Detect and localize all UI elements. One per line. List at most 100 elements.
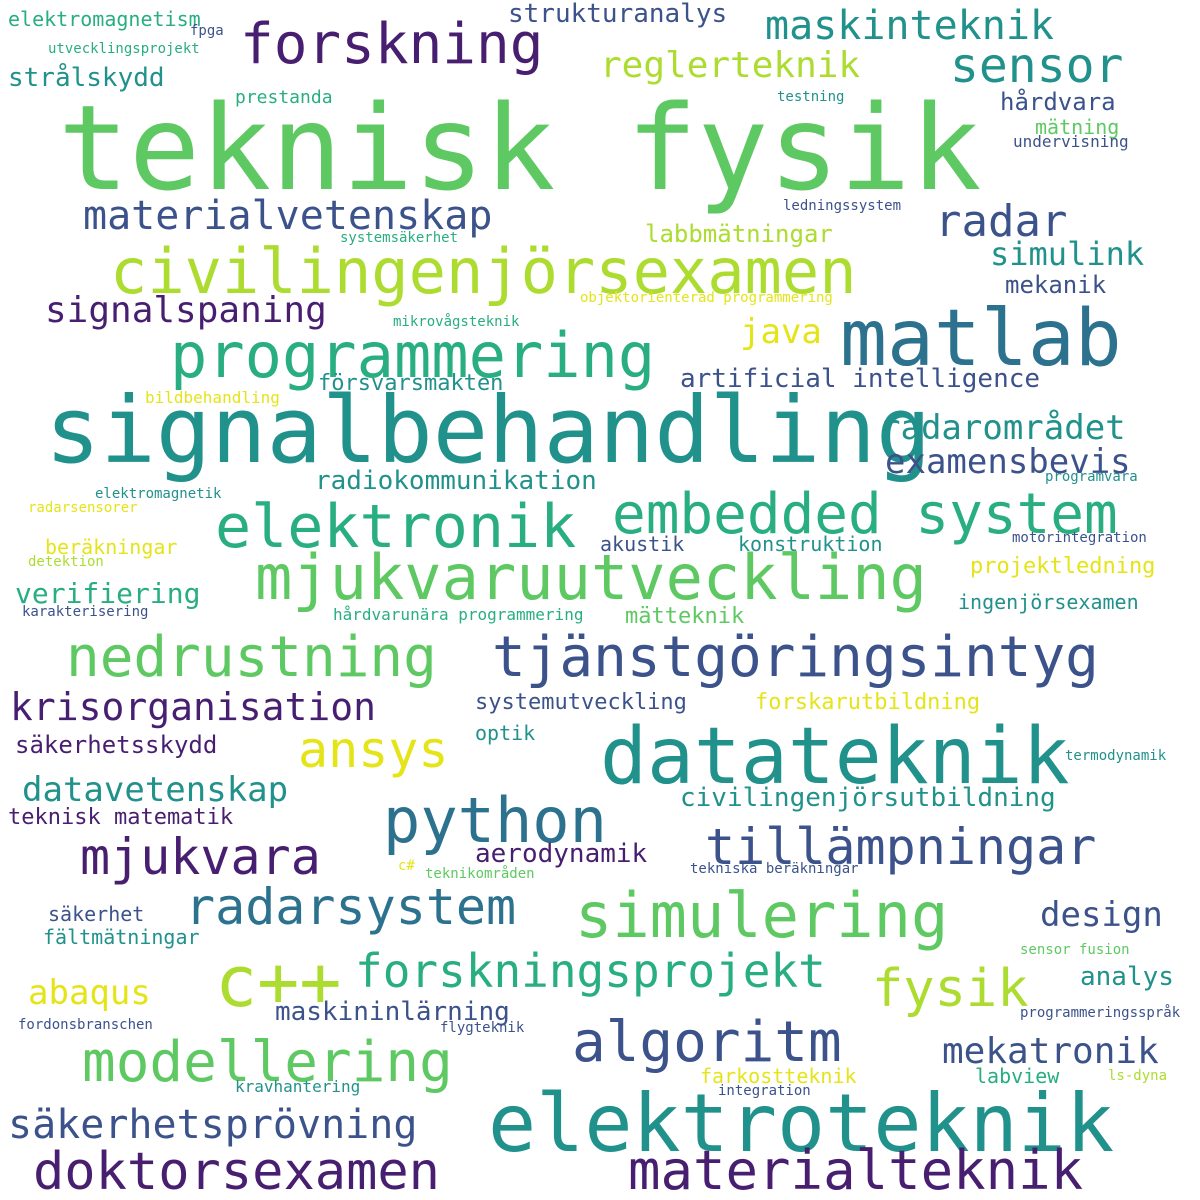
word-forskarutbildning: forskarutbildning	[755, 690, 981, 715]
word-maskininlarning: maskininlärning	[275, 997, 510, 1027]
word-berakningar: beräkningar	[45, 535, 178, 559]
word-analys: analys	[1080, 962, 1174, 992]
word-radiokommunikation: radiokommunikation	[315, 466, 597, 496]
word-abaqus: abaqus	[28, 973, 151, 1013]
word-sakerhetsprovning: säkerhetsprövning	[8, 1102, 418, 1148]
word-radarsystem: radarsystem	[185, 878, 517, 936]
word-aerodynamik: aerodynamik	[475, 839, 648, 869]
word-ingenjorsexamen: ingenjörsexamen	[958, 590, 1139, 614]
word-kravhantering: kravhantering	[235, 1077, 361, 1096]
word-hardvarunara-programmering: hårdvarunära programmering	[333, 605, 584, 624]
word-strukturanalys: strukturanalys	[508, 0, 728, 29]
word-fysik: fysik	[872, 959, 1029, 1019]
word-mjukvaruutveckling: mjukvaruutveckling	[255, 541, 927, 614]
word-teknikomraden: teknikområden	[425, 866, 535, 882]
word-forsvarsmakten: försvarsmakten	[318, 371, 504, 396]
word-mekatronik: mekatronik	[942, 1031, 1159, 1072]
word-maskinteknik: maskinteknik	[765, 3, 1054, 49]
word-tillampningar: tillämpningar	[705, 818, 1097, 876]
word-krisorganisation: krisorganisation	[10, 685, 377, 729]
word-elektromagnetism: elektromagnetism	[8, 7, 201, 31]
word-optik: optik	[475, 721, 536, 745]
word-systemutveckling: systemutveckling	[475, 690, 687, 715]
word-matteknik: mätteknik	[625, 604, 745, 629]
word-forskningsprojekt: forskningsprojekt	[355, 944, 826, 998]
word-cplusplus: c++	[215, 941, 342, 1023]
word-fordonsbranschen: fordonsbranschen	[18, 1017, 153, 1033]
word-labbmatningar: labbmätningar	[645, 220, 833, 248]
word-undervisning: undervisning	[1013, 132, 1129, 151]
word-elektronik: elektronik	[215, 492, 577, 562]
word-testning: testning	[777, 89, 845, 105]
word-farkostteknik: farkostteknik	[700, 1064, 857, 1088]
word-ansys: ansys	[298, 721, 449, 779]
word-programmeringssprak: programmeringsspråk	[1020, 1005, 1181, 1021]
word-java: java	[740, 312, 822, 352]
word-sensor: sensor	[950, 38, 1124, 94]
word-datateknik: datateknik	[600, 712, 1070, 802]
word-elektromagnetik: elektromagnetik	[95, 486, 222, 502]
word-sensor-fusion: sensor fusion	[1020, 942, 1130, 958]
word-simulering: simulering	[575, 879, 949, 952]
word-termodynamik: termodynamik	[1065, 748, 1167, 764]
word-materialteknik: materialteknik	[628, 1139, 1084, 1200]
word-programmering: programmering	[170, 319, 656, 392]
word-bildbehandling: bildbehandling	[145, 388, 280, 407]
word-ls-dyna: ls-dyna	[1108, 1068, 1168, 1084]
word-tekniska-berakningar: tekniska beräkningar	[690, 861, 859, 877]
word-materialvetenskap: materialvetenskap	[83, 193, 493, 239]
word-konstruktion: konstruktion	[738, 532, 883, 556]
word-civilingenjorsexamen: civilingenjörsexamen	[110, 235, 857, 308]
word-embedded-system: embedded system	[612, 482, 1118, 547]
word-radar: radar	[935, 196, 1068, 247]
word-elektroteknik: elektroteknik	[488, 1077, 1115, 1170]
word-karakterisering: karakterisering	[22, 604, 149, 620]
word-reglerteknik: reglerteknik	[600, 45, 861, 86]
word-radaromradet: radarområdet	[880, 408, 1126, 448]
word-signalspaning: signalspaning	[45, 290, 327, 331]
word-design: design	[1040, 895, 1163, 935]
word-signalbehandling: signalbehandling	[45, 377, 932, 484]
word-examensbevis: examensbevis	[885, 442, 1131, 482]
word-radarsensorer: radarsensorer	[28, 500, 138, 516]
word-akustik: akustik	[600, 532, 685, 556]
word-matning: mätning	[1035, 115, 1120, 139]
word-algoritm: algoritm	[572, 1010, 842, 1075]
word-programvara: programvara	[1045, 469, 1138, 485]
word-civilingenjorsutbildning: civilingenjörsutbildning	[680, 783, 1056, 813]
word-teknisk-matematik: teknisk matematik	[8, 805, 234, 830]
word-sakerhet: säkerhet	[48, 902, 145, 926]
word-systemsakerhet: systemsäkerhet	[340, 230, 459, 246]
word-artificial-intelligence: artificial intelligence	[680, 364, 1041, 394]
word-flygteknik: flygteknik	[440, 1020, 525, 1036]
word-simulink: simulink	[990, 235, 1145, 273]
word-mikrovagsteknik: mikrovågsteknik	[393, 314, 520, 330]
word-faltmatningar: fältmätningar	[43, 925, 200, 949]
word-verifiering: verifiering	[15, 577, 201, 610]
word-utvecklingsprojekt: utvecklingsprojekt	[48, 41, 200, 57]
word-labview: labview	[975, 1064, 1060, 1088]
word-forskning: forskning	[240, 12, 544, 77]
word-datavetenskap: datavetenskap	[22, 770, 289, 810]
word-mjukvara: mjukvara	[80, 828, 321, 886]
word-detektion: detektion	[28, 554, 104, 570]
word-hardvara: hårdvara	[1000, 88, 1116, 116]
word-ledningssystem: ledningssystem	[783, 198, 902, 214]
word-csharp: c#	[398, 858, 415, 874]
word-prestanda: prestanda	[235, 87, 333, 108]
word-fpga: fpga	[190, 23, 224, 39]
word-matlab: matlab	[840, 294, 1122, 384]
word-teknisk-fysik: teknisk fysik	[58, 79, 982, 217]
word-modellering: modellering	[82, 1030, 453, 1095]
word-sakerhetsskydd: säkerhetsskydd	[15, 731, 218, 759]
word-motorintegration: motorintegration	[1012, 530, 1147, 546]
word-nedrustning: nedrustning	[66, 625, 437, 690]
word-doktorsexamen: doktorsexamen	[33, 1142, 440, 1200]
word-stralskydd: strålskydd	[8, 63, 165, 93]
word-projektledning: projektledning	[970, 554, 1156, 579]
word-mekanik: mekanik	[1005, 271, 1107, 299]
word-python: python	[383, 784, 607, 857]
word-objektorienterad-programmering: objektorienterad programmering	[580, 290, 833, 306]
word-integration: integration	[718, 1083, 811, 1099]
